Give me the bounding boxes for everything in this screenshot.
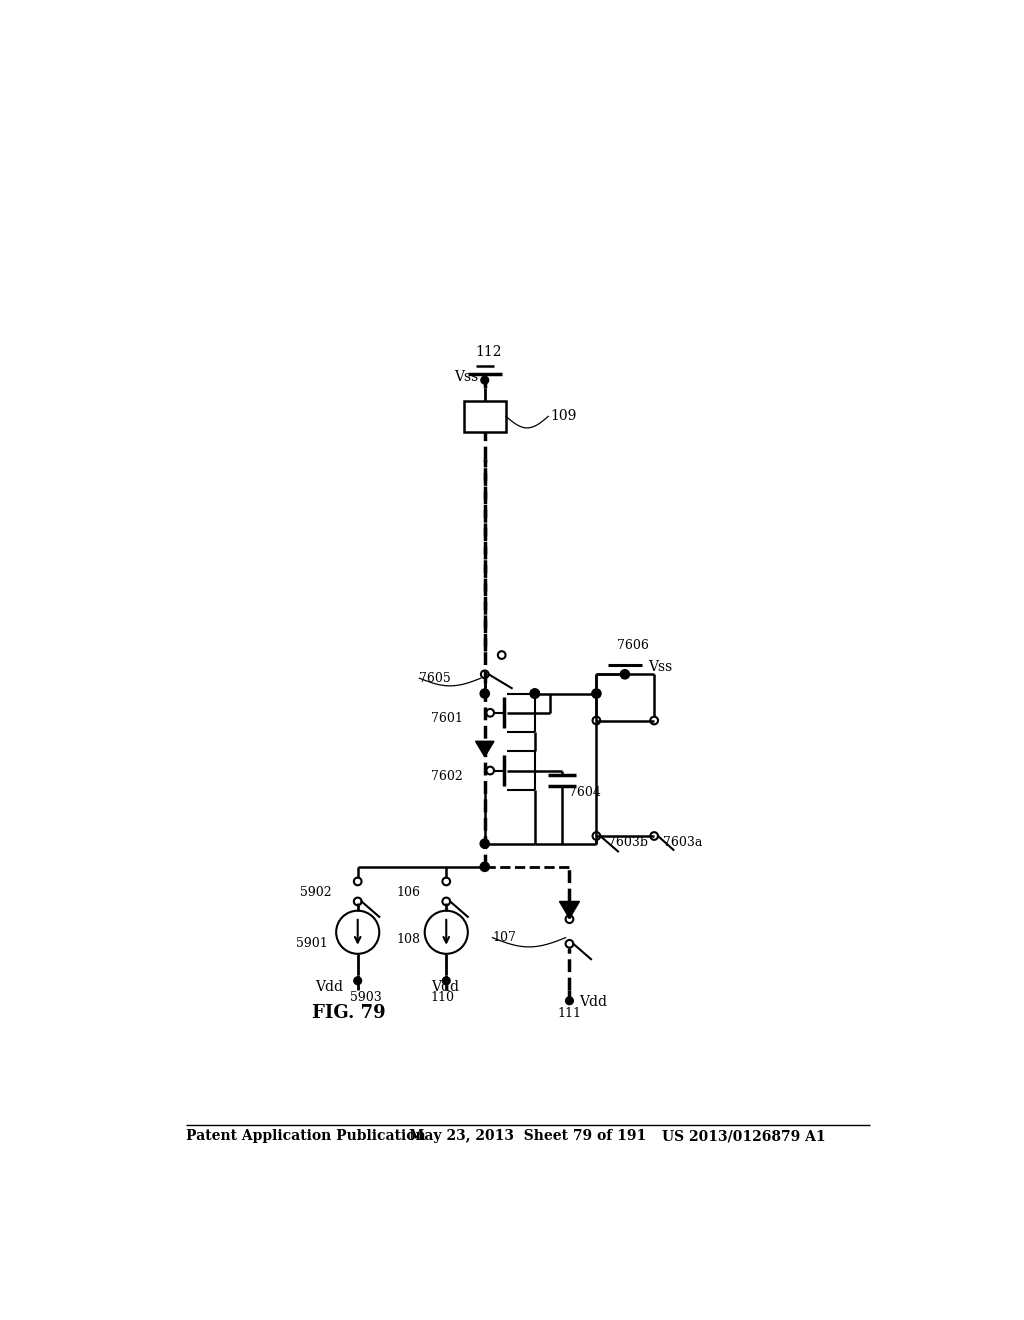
Circle shape — [592, 689, 601, 698]
Text: Vdd: Vdd — [315, 979, 343, 994]
Text: 5901: 5901 — [296, 937, 328, 950]
Circle shape — [530, 689, 540, 698]
Text: May 23, 2013  Sheet 79 of 191: May 23, 2013 Sheet 79 of 191 — [410, 1130, 646, 1143]
Text: 7602: 7602 — [431, 770, 463, 783]
Circle shape — [565, 997, 573, 1005]
Text: Vss: Vss — [648, 660, 672, 673]
Text: 7606: 7606 — [617, 639, 649, 652]
Text: Vss: Vss — [454, 370, 478, 384]
Text: Patent Application Publication: Patent Application Publication — [186, 1130, 426, 1143]
Text: 106: 106 — [396, 886, 420, 899]
Text: Vdd: Vdd — [579, 995, 606, 1010]
Polygon shape — [559, 902, 580, 919]
Circle shape — [481, 376, 488, 384]
Text: 5902: 5902 — [300, 886, 332, 899]
Polygon shape — [475, 742, 494, 756]
Text: 112: 112 — [475, 346, 502, 359]
Circle shape — [442, 977, 451, 985]
Bar — [464, 401, 506, 432]
Text: FIG. 79: FIG. 79 — [311, 1005, 385, 1022]
Text: 7603b: 7603b — [608, 836, 648, 849]
Text: 5903: 5903 — [350, 991, 382, 1005]
Circle shape — [621, 669, 630, 678]
Text: 7604: 7604 — [569, 785, 601, 799]
Circle shape — [354, 977, 361, 985]
Text: 109: 109 — [551, 409, 577, 424]
Circle shape — [480, 862, 489, 871]
Circle shape — [530, 689, 540, 698]
Circle shape — [480, 689, 489, 698]
Text: 7603a: 7603a — [664, 836, 702, 849]
Text: 108: 108 — [396, 933, 420, 946]
Circle shape — [480, 840, 489, 849]
Text: US 2013/0126879 A1: US 2013/0126879 A1 — [662, 1130, 825, 1143]
Text: 107: 107 — [493, 931, 516, 944]
Text: 110: 110 — [431, 991, 455, 1005]
Text: 111: 111 — [557, 1007, 582, 1019]
Text: 7605: 7605 — [419, 672, 451, 685]
Text: Vdd: Vdd — [431, 979, 459, 994]
Text: 7601: 7601 — [431, 713, 463, 726]
